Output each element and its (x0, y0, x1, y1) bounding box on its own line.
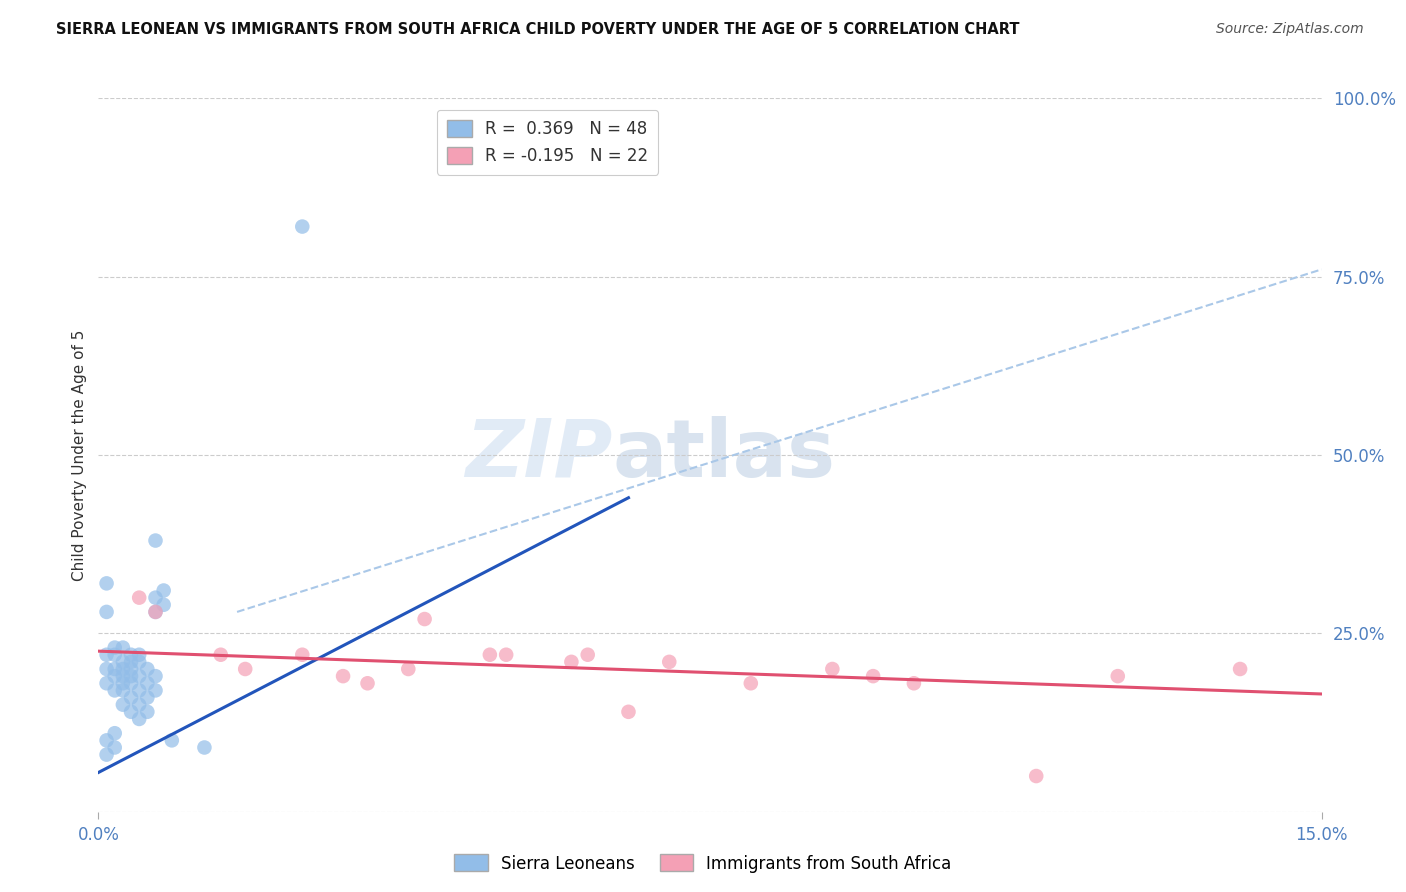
Point (740, 676, 762, 690)
Point (1025, 769, 1047, 783)
Point (104, 640, 127, 655)
Point (111, 655, 134, 669)
Point (120, 662, 142, 676)
Point (104, 726, 127, 740)
Point (111, 698, 134, 712)
Point (120, 669, 142, 683)
Point (356, 676, 378, 690)
Point (128, 683, 150, 698)
Point (495, 648, 517, 662)
Text: atlas: atlas (612, 416, 835, 494)
Point (128, 591, 150, 605)
Point (145, 683, 167, 698)
Point (413, 612, 436, 626)
Point (96, 605, 118, 619)
Point (128, 712, 150, 726)
Point (233, 662, 256, 676)
Point (111, 669, 134, 683)
Point (152, 598, 174, 612)
Point (104, 740, 127, 755)
Point (96, 747, 118, 762)
Point (576, 648, 599, 662)
Point (193, 740, 215, 755)
Legend: R =  0.369   N = 48, R = -0.195   N = 22: R = 0.369 N = 48, R = -0.195 N = 22 (437, 110, 658, 175)
Point (96, 662, 118, 676)
Point (1229, 662, 1251, 676)
Text: Source: ZipAtlas.com: Source: ZipAtlas.com (1216, 22, 1364, 37)
Point (104, 683, 127, 698)
Point (111, 662, 134, 676)
Point (821, 662, 844, 676)
Point (111, 676, 134, 690)
Point (145, 533, 167, 548)
Text: ZIP: ZIP (465, 416, 612, 494)
Point (658, 655, 681, 669)
Legend: Sierra Leoneans, Immigrants from South Africa: Sierra Leoneans, Immigrants from South A… (447, 847, 959, 880)
Point (128, 669, 150, 683)
Point (104, 648, 127, 662)
Point (903, 676, 925, 690)
Point (617, 705, 640, 719)
Point (120, 705, 142, 719)
Point (478, 648, 501, 662)
Point (136, 690, 159, 705)
Point (332, 669, 354, 683)
Point (104, 669, 127, 683)
Point (209, 648, 232, 662)
Point (128, 698, 150, 712)
Point (128, 648, 150, 662)
Point (96, 576, 118, 591)
Point (145, 591, 167, 605)
Point (120, 690, 142, 705)
Point (291, 648, 314, 662)
Point (128, 655, 150, 669)
Point (120, 676, 142, 690)
Point (152, 583, 174, 598)
Point (96, 733, 118, 747)
Point (396, 662, 419, 676)
Point (120, 655, 142, 669)
Point (145, 669, 167, 683)
Point (136, 662, 159, 676)
Y-axis label: Child Poverty Under the Age of 5: Child Poverty Under the Age of 5 (72, 329, 87, 581)
Point (111, 683, 134, 698)
Point (291, 219, 314, 234)
Point (145, 605, 167, 619)
Point (120, 648, 142, 662)
Point (560, 655, 582, 669)
Point (136, 676, 159, 690)
Point (1107, 669, 1129, 683)
Point (136, 705, 159, 719)
Point (96, 676, 118, 690)
Point (96, 648, 118, 662)
Point (145, 605, 167, 619)
Point (111, 640, 134, 655)
Point (160, 733, 183, 747)
Text: SIERRA LEONEAN VS IMMIGRANTS FROM SOUTH AFRICA CHILD POVERTY UNDER THE AGE OF 5 : SIERRA LEONEAN VS IMMIGRANTS FROM SOUTH … (56, 22, 1019, 37)
Point (104, 662, 127, 676)
Point (862, 669, 884, 683)
